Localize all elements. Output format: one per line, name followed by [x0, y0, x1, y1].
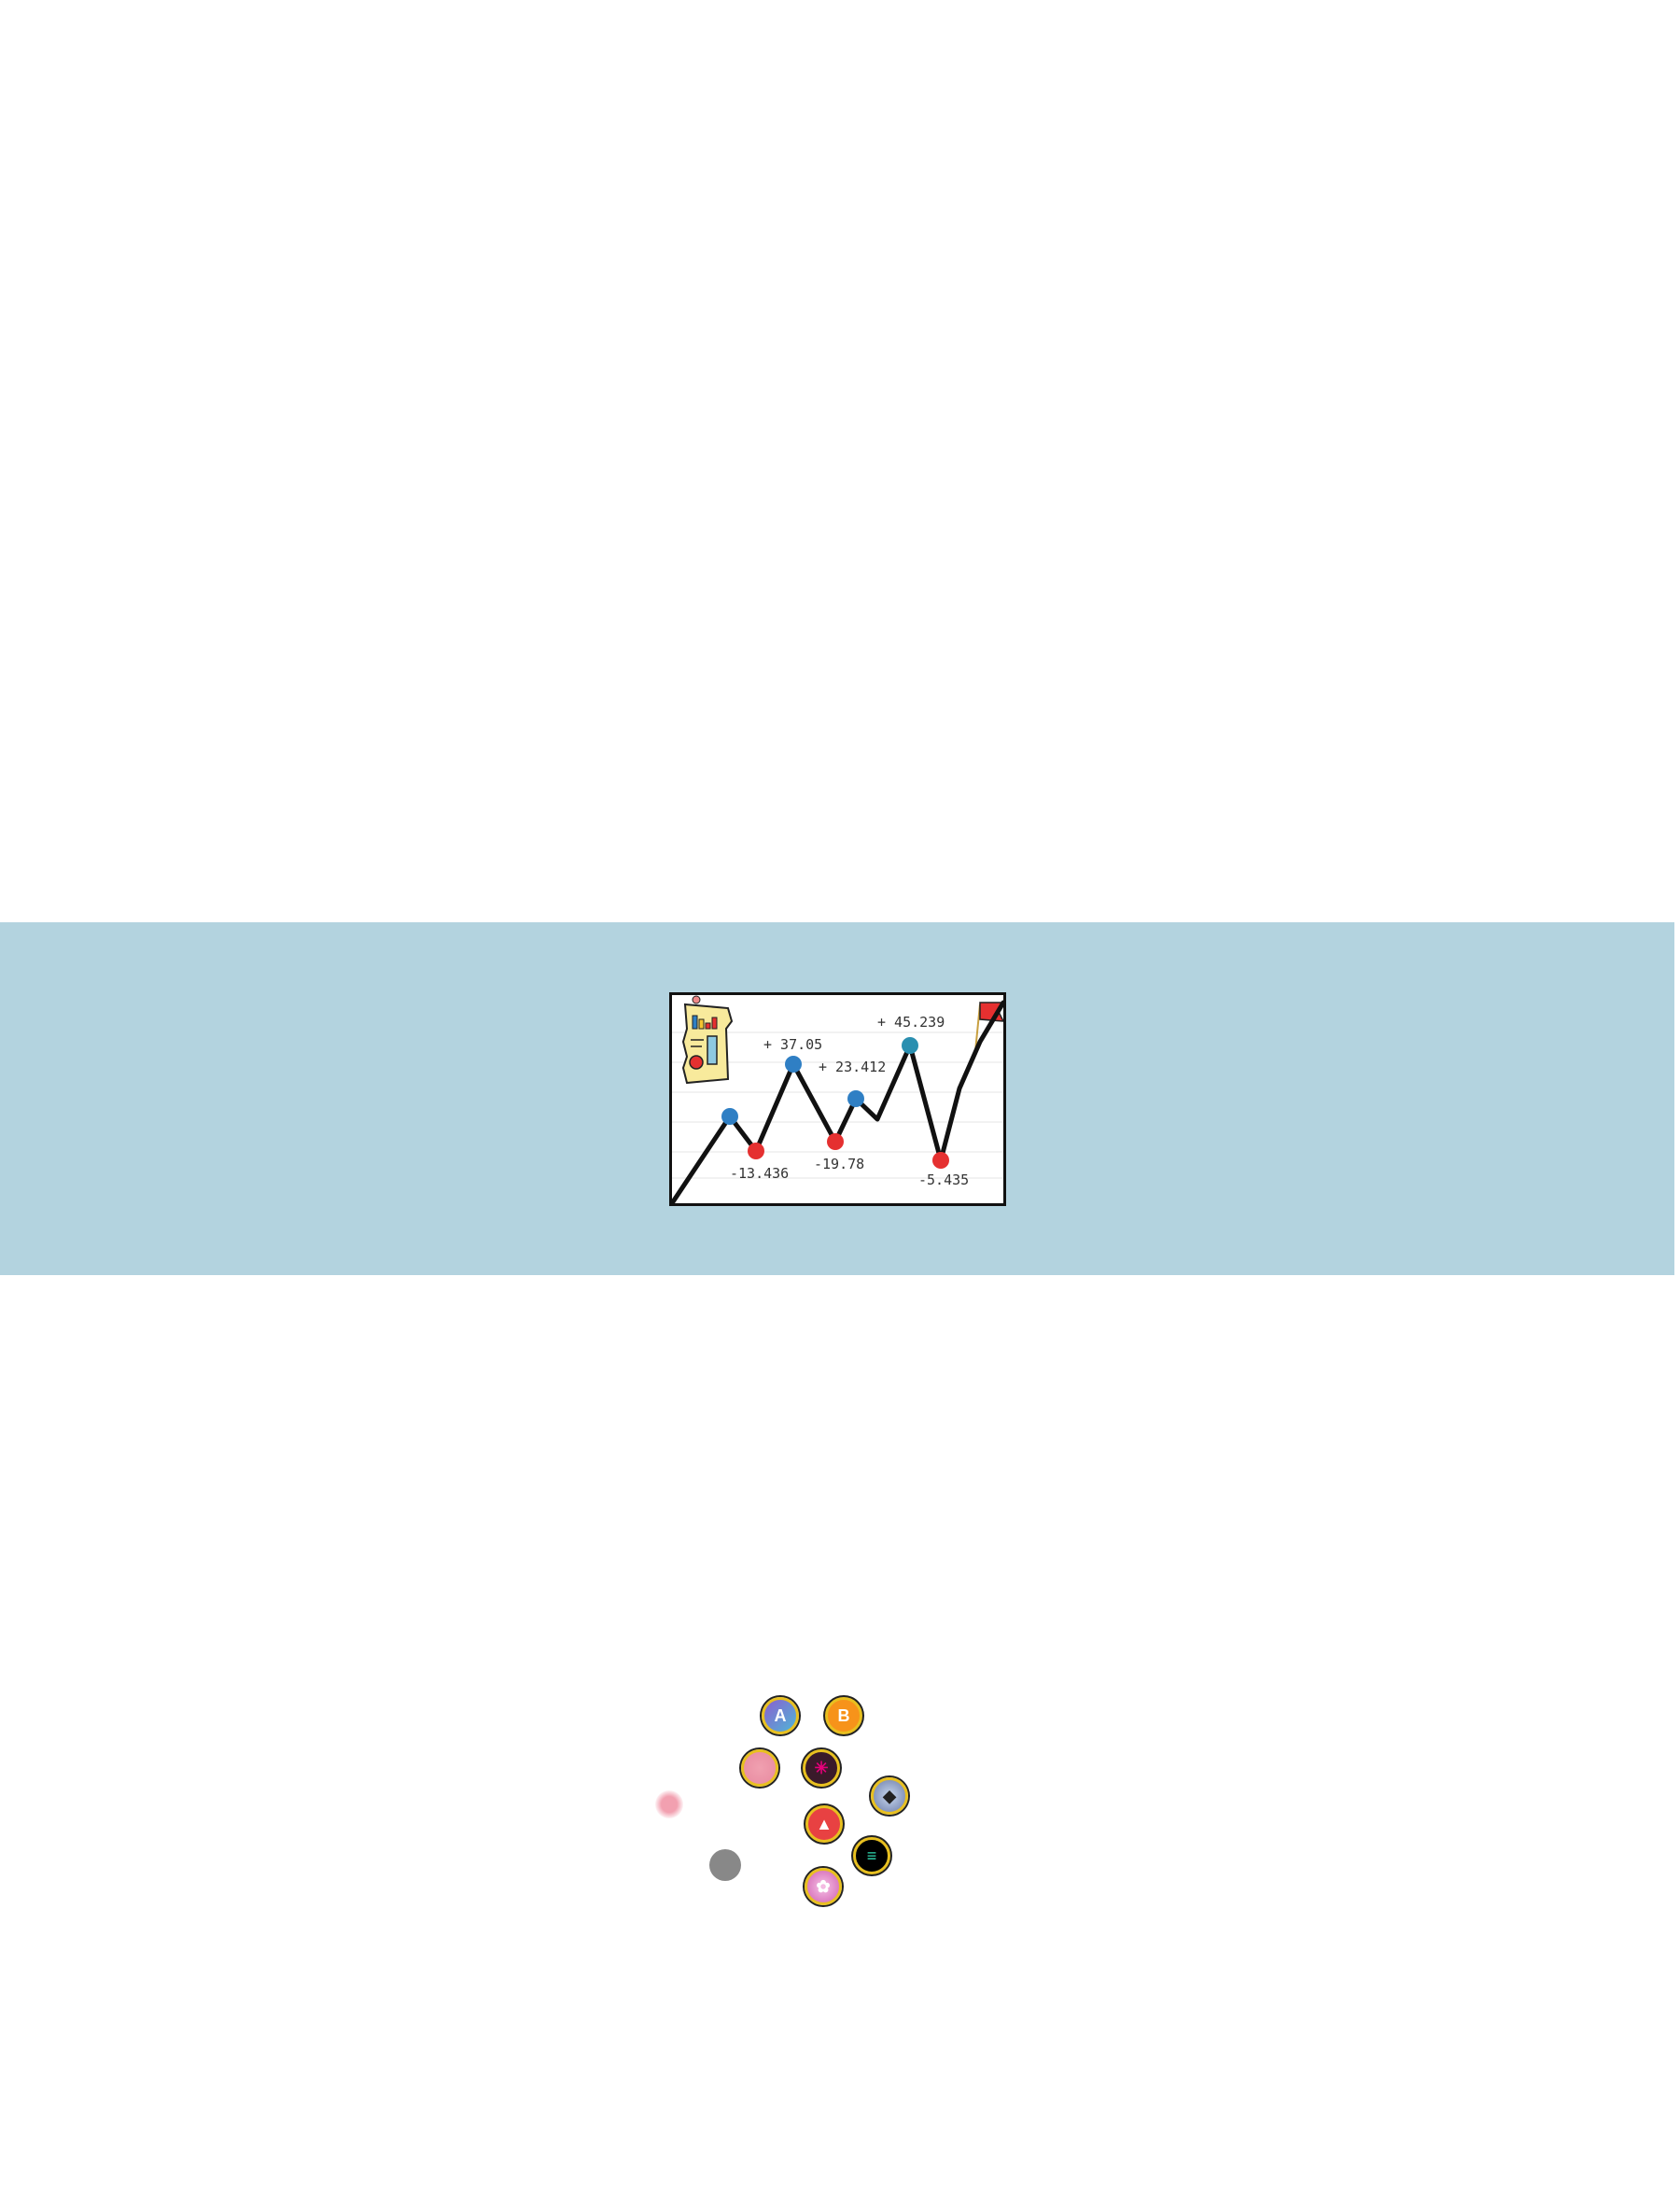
loss-point: [932, 1152, 949, 1169]
loss-label: -19.78: [814, 1156, 864, 1172]
polkadot-coin-icon: ✳: [803, 1749, 840, 1787]
trading-line-chart: + 37.05 + 23.412 + 45.239 -13.436 -19.78…: [672, 995, 1003, 1203]
bitcoin-letter: B: [837, 1706, 850, 1725]
gray-dot: [709, 1849, 741, 1881]
unicorn-symbol: ✿: [816, 1877, 831, 1896]
loss-label: -5.435: [918, 1172, 969, 1188]
gain-label: + 23.412: [819, 1059, 886, 1075]
unicorn-coin-icon: ✿: [805, 1868, 842, 1905]
aave-letter: A: [774, 1706, 787, 1725]
solana-coin-icon: ≡: [853, 1837, 890, 1874]
gain-label: + 45.239: [877, 1014, 945, 1031]
gain-point: [847, 1090, 864, 1107]
gain-point: [902, 1037, 918, 1054]
ethereum-coin-icon: ◆: [871, 1777, 908, 1815]
aave-coin-icon: A: [762, 1697, 799, 1734]
gain-label: + 37.05: [763, 1036, 822, 1053]
ethereum-symbol: ◆: [883, 1787, 896, 1805]
pink-coin-icon: [741, 1749, 778, 1787]
loss-label: -13.436: [730, 1165, 789, 1182]
avalanche-coin-icon: ▲: [805, 1805, 843, 1843]
avalanche-symbol: ▲: [816, 1815, 833, 1833]
gain-point: [721, 1108, 738, 1125]
gain-point: [785, 1056, 802, 1073]
polkadot-symbol: ✳: [814, 1759, 829, 1777]
trading-chart-card: + 37.05 + 23.412 + 45.239 -13.436 -19.78…: [669, 992, 1006, 1206]
loss-point: [748, 1143, 764, 1159]
solana-symbol: ≡: [866, 1846, 877, 1865]
pink-blur-dot: [655, 1790, 683, 1818]
clipboard-report-icon: [681, 995, 734, 1085]
loss-point: [827, 1133, 844, 1150]
bitcoin-coin-icon: B: [825, 1697, 862, 1734]
